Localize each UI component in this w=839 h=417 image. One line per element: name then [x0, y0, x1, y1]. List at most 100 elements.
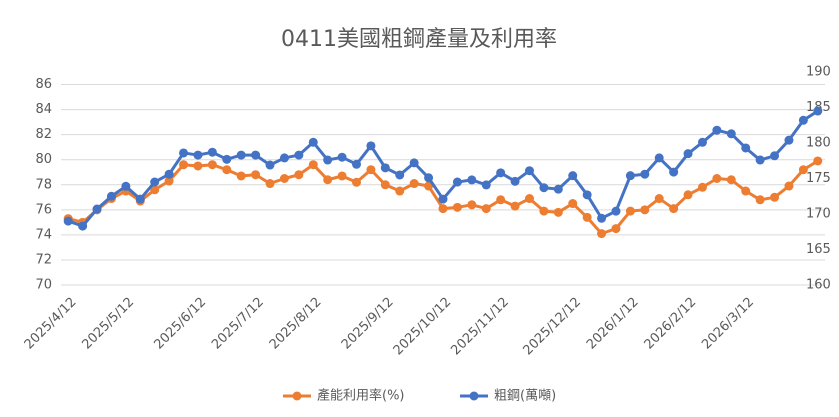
point — [669, 167, 679, 177]
point — [380, 180, 390, 190]
legend-label: 產能利用率(%) — [317, 388, 405, 404]
point — [352, 159, 362, 169]
y-tick-label: 76 — [35, 202, 52, 217]
y2-tick-label: 175 — [806, 171, 831, 186]
point — [798, 115, 808, 125]
point — [784, 135, 794, 145]
point — [78, 221, 88, 231]
x-tick-label: 2025/7/12 — [209, 295, 267, 353]
point — [726, 129, 736, 139]
y-tick-label: 82 — [35, 127, 52, 142]
x-tick-label: 2025/12/12 — [520, 295, 584, 359]
y-tick-label: 70 — [35, 278, 52, 293]
point — [755, 195, 765, 205]
point — [164, 169, 174, 179]
point — [452, 202, 462, 212]
point — [770, 151, 780, 161]
point — [193, 150, 203, 160]
point — [265, 160, 275, 170]
point — [395, 186, 405, 196]
point — [323, 155, 333, 165]
point — [279, 174, 289, 183]
point — [683, 149, 693, 159]
point — [697, 137, 707, 147]
point — [222, 154, 232, 164]
point — [308, 160, 318, 170]
point — [611, 224, 621, 234]
point — [798, 165, 808, 175]
point — [380, 163, 390, 173]
point — [251, 170, 261, 180]
point — [510, 176, 520, 186]
point — [438, 204, 448, 214]
point — [597, 213, 607, 223]
point — [164, 176, 174, 186]
y2-tick-label: 160 — [806, 278, 831, 293]
x-tick-label: 2026/1/12 — [584, 295, 642, 353]
point — [640, 169, 650, 179]
x-tick-label: 2025/4/12 — [22, 295, 80, 353]
point — [438, 194, 448, 204]
point — [496, 195, 506, 205]
point — [524, 166, 534, 176]
point — [106, 191, 116, 201]
point — [424, 173, 434, 183]
point — [236, 171, 246, 181]
point — [553, 207, 563, 217]
point — [121, 181, 131, 191]
point — [582, 212, 592, 222]
point — [467, 200, 477, 210]
point — [193, 161, 203, 171]
point — [63, 216, 73, 226]
point — [625, 206, 635, 216]
point — [236, 150, 246, 160]
point — [337, 152, 347, 162]
point — [352, 177, 362, 187]
point — [597, 229, 607, 239]
point — [150, 185, 160, 195]
point — [669, 204, 679, 214]
point — [741, 143, 751, 153]
y-tick-label: 74 — [35, 227, 52, 242]
point — [582, 190, 592, 200]
point — [611, 206, 621, 216]
x-tick-label: 2025/6/12 — [151, 295, 209, 353]
point — [712, 174, 722, 183]
legend-marker — [292, 391, 302, 401]
point — [308, 137, 318, 147]
y-tick-label: 80 — [35, 152, 52, 167]
point — [294, 150, 304, 160]
legend-label: 粗鋼(萬噸) — [494, 389, 556, 404]
point — [654, 194, 664, 204]
point — [640, 205, 650, 215]
point — [179, 160, 189, 170]
y-tick-label: 78 — [35, 177, 52, 192]
point — [222, 165, 232, 175]
x-tick-label: 2025/9/12 — [339, 295, 397, 353]
y-tick-label: 86 — [35, 77, 52, 92]
point — [265, 179, 275, 189]
point — [813, 156, 823, 166]
point — [697, 182, 707, 192]
point — [323, 175, 333, 185]
point — [568, 199, 578, 209]
point — [683, 190, 693, 200]
chart-title: 0411美國粗鋼產量及利用率 — [281, 27, 557, 52]
point — [409, 158, 419, 168]
point — [539, 206, 549, 216]
point — [539, 183, 549, 193]
y2-tick-label: 170 — [806, 207, 831, 222]
point — [366, 141, 376, 151]
point — [496, 168, 506, 178]
point — [481, 204, 491, 214]
point — [467, 175, 477, 185]
point — [294, 170, 304, 180]
x-tick-label: 2025/5/12 — [79, 295, 137, 353]
x-tick-label: 2025/11/12 — [448, 295, 512, 359]
point — [366, 165, 376, 175]
point — [279, 153, 289, 163]
legend-marker — [469, 391, 479, 401]
point — [481, 180, 491, 190]
point — [770, 192, 780, 202]
